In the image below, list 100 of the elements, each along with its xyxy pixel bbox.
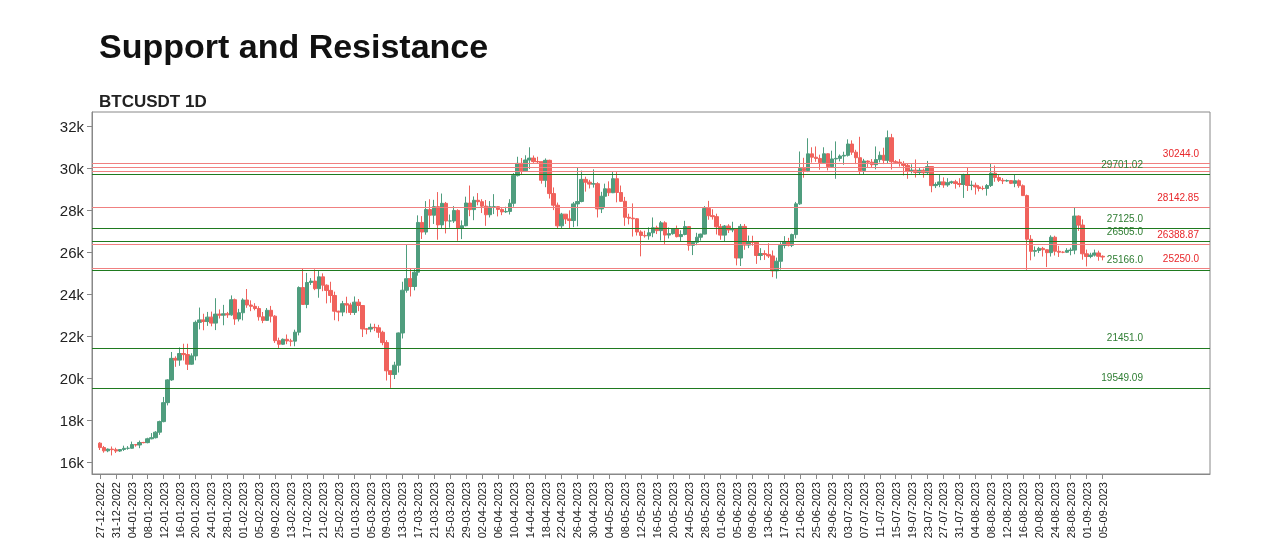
y-tick-label: 24k — [59, 285, 85, 303]
y-tick-label: 26k — [59, 243, 85, 261]
x-tick-label: 01-06-2023 — [714, 482, 727, 539]
candlestick — [802, 157, 806, 179]
x-tick-label: 01-02-2023 — [237, 482, 250, 539]
candlestick — [420, 215, 424, 240]
candlestick — [305, 272, 309, 309]
candlestick — [1037, 246, 1041, 254]
x-tick-label: 08-01-2023 — [141, 482, 154, 539]
x-tick-label: 05-06-2023 — [730, 482, 743, 539]
candlestick — [408, 267, 413, 297]
candlestick — [874, 145, 878, 170]
candlestick — [1100, 254, 1105, 261]
candlestick — [949, 180, 954, 185]
candlestick — [587, 179, 592, 189]
candlestick — [134, 443, 138, 448]
candlestick — [472, 195, 476, 221]
x-tick-label: 16-01-2023 — [173, 482, 186, 539]
x-tick-label: 14-04-2023 — [523, 482, 536, 539]
candlestick — [102, 445, 106, 454]
x-tick-label: 05-09-2023 — [1096, 482, 1109, 539]
candlestick — [730, 221, 735, 233]
candlestick — [603, 183, 607, 209]
x-tick-label: 06-04-2023 — [491, 482, 504, 539]
candlestick — [122, 445, 126, 452]
ref-line-label: 28142.85 — [1157, 191, 1200, 203]
candlestick — [1072, 206, 1077, 255]
ref-line-label: 30244.0 — [1162, 147, 1200, 159]
x-tick-label: 29-06-2023 — [826, 482, 839, 539]
candlestick — [114, 447, 118, 454]
candlestick — [241, 297, 245, 321]
candlestick — [822, 146, 826, 165]
candlestick — [225, 311, 230, 319]
x-tick-label: 11-07-2023 — [873, 482, 886, 538]
candlestick — [1061, 250, 1065, 254]
candlestick — [1033, 245, 1037, 258]
x-tick-label: 05-02-2023 — [253, 482, 266, 539]
x-tick-label: 23-07-2023 — [921, 482, 934, 539]
candlestick — [209, 311, 214, 327]
x-tick-label: 22-04-2023 — [555, 482, 568, 539]
ref-line-label: 19549.09 — [1101, 372, 1144, 384]
candlestick — [1096, 250, 1101, 262]
candlestick — [754, 240, 759, 265]
candlestick — [591, 168, 596, 189]
x-tick-label: 09-02-2023 — [269, 482, 282, 539]
x-tick-label: 21-02-2023 — [316, 482, 329, 539]
candlestick — [257, 305, 261, 322]
x-tick-label: 27-12-2022 — [93, 482, 106, 539]
ref-line-label: 25166.0 — [1106, 254, 1144, 266]
x-tick-label: 07-07-2023 — [857, 482, 870, 539]
candlestick — [368, 323, 373, 333]
candlestick — [145, 437, 150, 444]
candlestick — [806, 137, 810, 173]
x-tick-label: 16-08-2023 — [1017, 482, 1029, 539]
candlestick — [130, 441, 134, 450]
candlestick — [436, 191, 440, 241]
candlestick — [527, 146, 532, 170]
ref-line-label: 26388.87 — [1157, 228, 1200, 240]
x-tick-label: 09-03-2023 — [380, 482, 393, 539]
candlestick — [675, 225, 679, 238]
candlestick — [185, 343, 190, 371]
x-tick-label: 24-01-2023 — [205, 482, 218, 539]
candlestick — [265, 307, 269, 322]
candlestick — [1092, 249, 1097, 258]
candlestick — [1088, 252, 1093, 259]
x-tick-label: 19-07-2023 — [905, 482, 918, 539]
candlestick — [428, 198, 432, 229]
candlestick — [866, 159, 870, 168]
candlestick — [213, 297, 218, 331]
x-tick-label: 13-06-2023 — [762, 482, 775, 539]
ref-line-label: 25250.0 — [1162, 252, 1200, 264]
y-tick-label: 30k — [59, 159, 85, 177]
candlestick — [110, 446, 114, 456]
candlestick — [217, 308, 222, 320]
y-tick-label: 32k — [59, 117, 85, 135]
candlestick — [432, 199, 436, 225]
candlestick — [567, 209, 572, 230]
candlestick — [452, 205, 456, 224]
x-tick-label: 04-05-2023 — [603, 482, 616, 539]
x-tick-label: 17-03-2023 — [412, 482, 425, 539]
candlestick — [965, 166, 970, 192]
x-tick-label: 30-04-2023 — [587, 482, 600, 539]
x-tick-label: 02-04-2023 — [475, 482, 488, 539]
candlestick — [973, 182, 978, 196]
x-tick-label: 03-07-2023 — [841, 482, 854, 539]
y-tick-label: 16k — [59, 453, 85, 471]
candlestick — [882, 147, 886, 165]
candlestick — [484, 199, 488, 227]
candlestick — [106, 447, 110, 453]
x-tick-label: 04-08-2023 — [969, 482, 982, 539]
y-tick-label: 22k — [59, 327, 85, 345]
candlestick — [1065, 247, 1069, 254]
candlestick — [205, 311, 210, 327]
x-tick-label: 17-06-2023 — [778, 482, 791, 539]
candlestick — [177, 346, 182, 367]
candlestick — [444, 201, 448, 234]
x-tick-label: 12-08-2023 — [1001, 482, 1014, 539]
candlestick — [977, 184, 981, 192]
x-tick-label: 26-04-2023 — [571, 482, 584, 539]
candlestick — [126, 445, 130, 451]
